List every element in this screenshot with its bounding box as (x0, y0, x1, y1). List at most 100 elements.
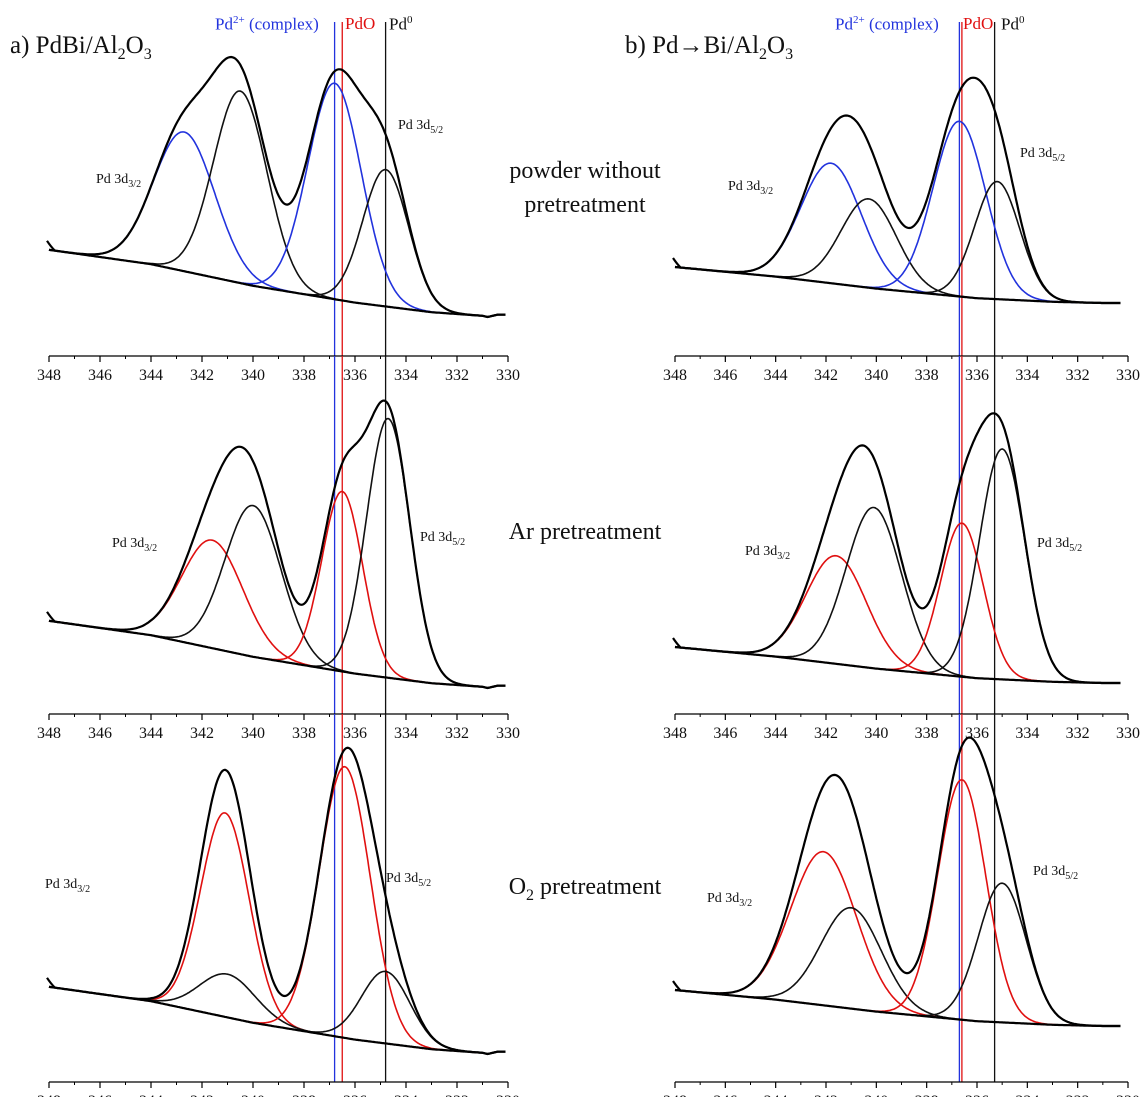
fit-envelope (674, 412, 1121, 685)
peak-3d52-text-b1: Pd 3d (1020, 146, 1053, 161)
x-tick-label-336: 336 (965, 1093, 989, 1097)
panel-b-title-sub2: 3 (785, 46, 794, 63)
x-tick-label-334: 334 (1015, 725, 1039, 742)
x-tick-label-330: 330 (1116, 1093, 1140, 1097)
peak-3d32-sub-b2: 3/2 (777, 550, 791, 562)
peak-3d32-text-a3: Pd 3d (45, 877, 78, 892)
peak-label-3d52-b-row3: Pd 3d5/2 (1033, 864, 1078, 882)
ref-pd2-suffix-b: (complex) (864, 14, 939, 34)
x-tick-label-342: 342 (190, 367, 214, 384)
x-tick-label-348: 348 (37, 725, 61, 742)
peak-label-3d52-a-row3: Pd 3d5/2 (386, 871, 431, 889)
panel-b-title-mid: O (767, 32, 786, 59)
x-tick-label-344: 344 (139, 367, 163, 384)
ref-pd2-suffix-a: (complex) (244, 14, 319, 34)
x-tick-label-336: 336 (965, 367, 989, 384)
peak-3d52-text-a1: Pd 3d (398, 118, 431, 133)
fit-component-3 (48, 765, 506, 1055)
x-tick-label-332: 332 (445, 725, 469, 742)
spectrum-start-hook (672, 980, 682, 992)
x-tick-label-346: 346 (713, 725, 737, 742)
condition-label-row3: O2 pretreatment (455, 870, 715, 913)
ref-label-pdo-a: PdO (345, 14, 376, 33)
background-line (48, 248, 506, 319)
spectrum-start-hook (672, 637, 682, 649)
x-tick-label-348: 348 (663, 725, 687, 742)
x-tick-label-330: 330 (496, 367, 520, 384)
spectrum-b-row2: 348 346 344 342 340 338 336 334 332 330 (663, 356, 1140, 742)
condition-row1-line2: pretreatment (524, 192, 646, 218)
x-tick-label-348: 348 (663, 367, 687, 384)
peak-3d32-text-a1: Pd 3d (96, 172, 129, 187)
x-tick-label-346: 346 (88, 367, 112, 384)
x-tick-label-338: 338 (292, 725, 316, 742)
ref-label-pd2-complex-b: Pd2+ (complex) (835, 14, 939, 35)
x-tick-label-340: 340 (241, 367, 265, 384)
x-tick-label-330: 330 (496, 725, 520, 742)
fit-component-4 (674, 180, 1121, 304)
peak-label-3d32-a-row2: Pd 3d3/2 (112, 536, 157, 554)
x-tick-label-332: 332 (1066, 367, 1090, 384)
x-tick-label-348: 348 (37, 367, 61, 384)
fit-component-2 (674, 906, 1121, 1027)
x-tick-label-342: 342 (814, 367, 838, 384)
x-tick-label-346: 346 (713, 1093, 737, 1097)
x-tick-label-334: 334 (394, 367, 418, 384)
condition-row3-sub: 2 (526, 886, 535, 904)
ref-pd2-base-b: Pd (835, 14, 853, 34)
peak-label-3d52-b-row2: Pd 3d5/2 (1037, 536, 1082, 554)
condition-label-row2: Ar pretreatment (508, 519, 662, 545)
ref-pd0-base-a: Pd (389, 14, 407, 34)
x-tick-label-340: 340 (864, 725, 888, 742)
fit-envelope (674, 76, 1121, 305)
peak-3d52-sub-b3: 5/2 (1065, 870, 1079, 882)
background-line (674, 988, 1121, 1028)
fit-component-1 (48, 539, 506, 689)
x-tick-label-332: 332 (445, 367, 469, 384)
x-tick-label-334: 334 (1015, 367, 1039, 384)
x-tick-label-346: 346 (88, 1093, 112, 1097)
spectrum-start-hook (46, 611, 56, 623)
x-tick-label-340: 340 (241, 725, 265, 742)
ref-pd0-sup-a: 0 (406, 14, 413, 26)
spectrum-b-row1: 348 346 344 342 340 338 336 334 332 330 (663, 22, 1140, 384)
x-tick-label-342: 342 (814, 725, 838, 742)
peak-3d32-text-a2: Pd 3d (112, 536, 145, 551)
peak-3d52-sub-a3: 5/2 (418, 877, 432, 889)
x-tick-label-336: 336 (343, 725, 367, 742)
panel-a-title-mid: O (125, 32, 144, 59)
x-tick-label-340: 340 (864, 367, 888, 384)
spectrum-a-row1: 348 346 344 342 340 338 336 334 332 330 (37, 22, 520, 384)
panel-a-title-sub1: 2 (117, 46, 126, 63)
x-tick-label-330: 330 (1116, 367, 1140, 384)
x-tick-label-338: 338 (915, 1093, 939, 1097)
spectrum-a-row2: 348 346 344 342 340 338 336 334 332 330 (37, 356, 520, 742)
x-tick-label-342: 342 (190, 1093, 214, 1097)
x-tick-label-330: 330 (496, 1093, 520, 1097)
x-tick-label-336: 336 (965, 725, 989, 742)
fit-component-4 (674, 448, 1121, 684)
condition-row1-line1: powder without (509, 158, 661, 184)
x-tick-label-342: 342 (190, 725, 214, 742)
ref-label-pd0-b: Pd0 (1001, 14, 1024, 35)
peak-3d32-text-b3: Pd 3d (707, 891, 740, 906)
background-line (674, 265, 1121, 305)
fit-component-3 (48, 490, 506, 689)
x-tick-label-340: 340 (864, 1093, 888, 1097)
x-tick-label-348: 348 (37, 1093, 61, 1097)
spectrum-start-hook (46, 240, 56, 252)
background-line (48, 619, 506, 690)
peak-3d32-sub-a3: 3/2 (77, 883, 91, 895)
ref-pd0-base-b: Pd (1001, 14, 1019, 34)
x-tick-label-330: 330 (1116, 725, 1140, 742)
panel-a-title: a) PdBi/Al2O3 (10, 32, 152, 64)
x-tick-label-346: 346 (88, 725, 112, 742)
x-tick-label-338: 338 (292, 367, 316, 384)
panel-a-title-sub2: 3 (143, 46, 152, 63)
panel-b-title-sub1: 2 (759, 46, 768, 63)
x-tick-label-344: 344 (139, 725, 163, 742)
x-tick-label-346: 346 (713, 367, 737, 384)
ref-pd2-sup-b: 2+ (852, 14, 865, 26)
ref-pd0-sup-b: 0 (1018, 14, 1025, 26)
